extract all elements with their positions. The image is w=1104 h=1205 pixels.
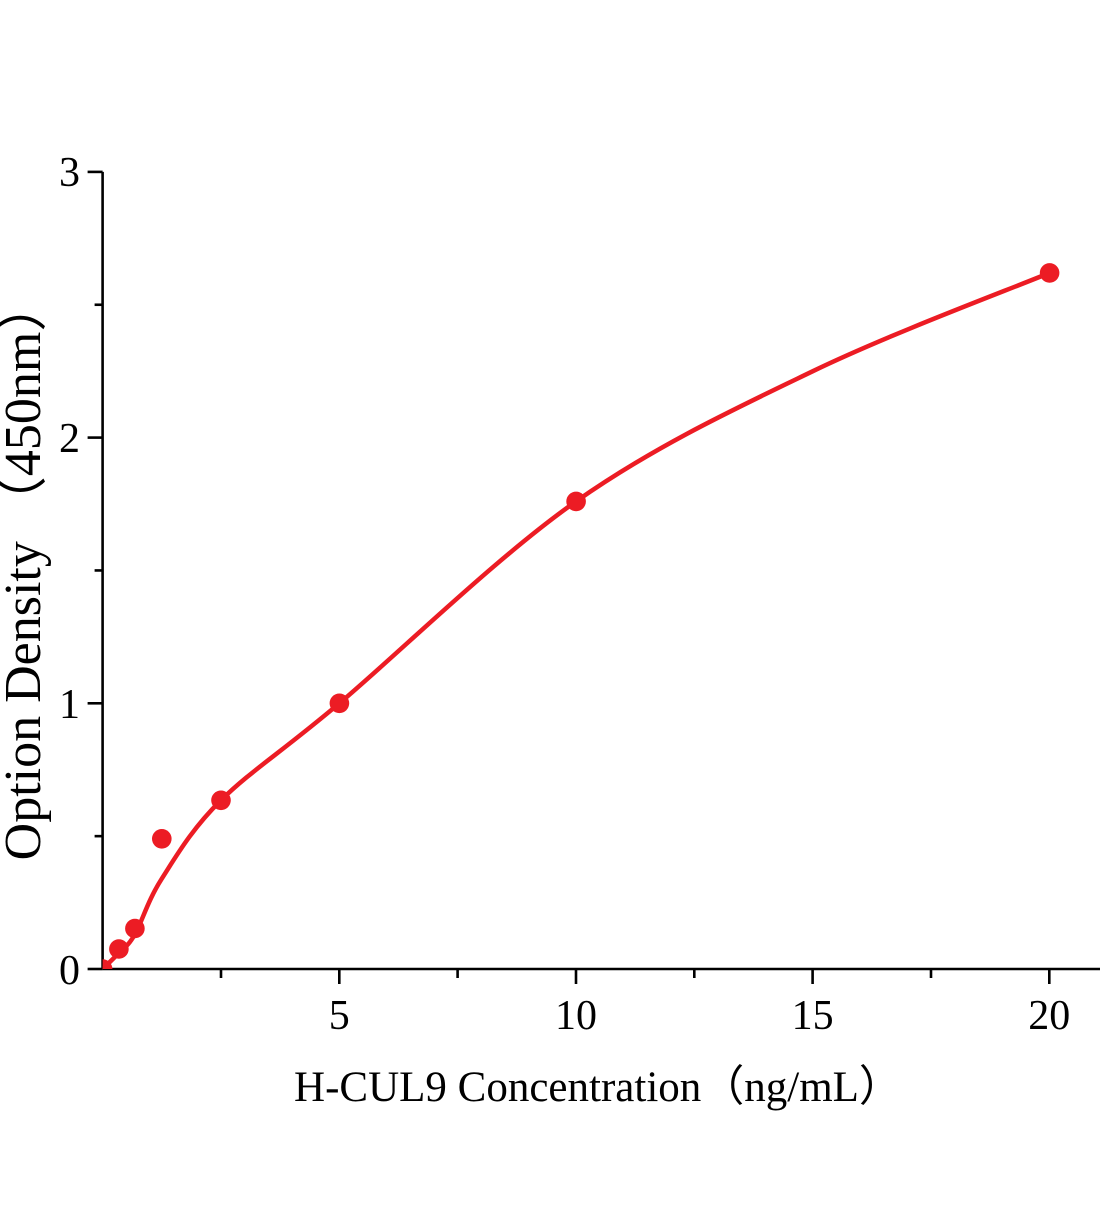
svg-text:Option Density （450nm）: Option Density （450nm）	[0, 280, 52, 861]
svg-text:1: 1	[59, 682, 80, 728]
svg-text:0: 0	[59, 948, 80, 994]
svg-text:2: 2	[59, 416, 80, 462]
svg-text:H-CUL9 Concentration（ng/mL）: H-CUL9 Concentration（ng/mL）	[294, 1064, 902, 1111]
svg-text:5: 5	[329, 993, 350, 1039]
svg-text:20: 20	[1028, 993, 1070, 1039]
svg-text:15: 15	[792, 993, 834, 1039]
svg-text:3: 3	[59, 150, 80, 196]
svg-text:10: 10	[555, 993, 597, 1039]
